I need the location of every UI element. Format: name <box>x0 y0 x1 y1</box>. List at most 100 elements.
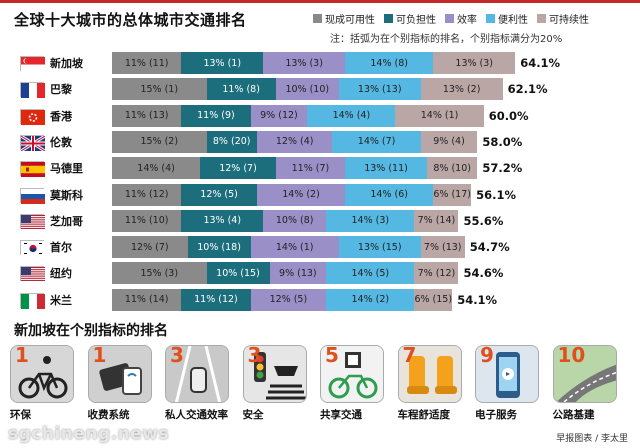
chart-note: 注：括弧为在个别指标的排名，个别指标满分为20% <box>330 34 563 45</box>
stacked-bar: 14% (4) 12% (7) 11% (7) 13% (11) 8% (10) <box>112 157 478 180</box>
total-label: 58.0% <box>482 134 523 149</box>
indicator-rank: 9 <box>480 345 494 367</box>
top-accent-line <box>0 0 640 3</box>
legend-label: 可持续性 <box>549 15 589 26</box>
total-label: 54.6% <box>463 266 504 281</box>
bar-segment: 7% (13) <box>420 236 465 259</box>
indicator-rank: 3 <box>170 345 184 367</box>
flag-usa-icon <box>20 266 45 283</box>
stacked-bar: 11% (11) 13% (1) 13% (3) 14% (8) 13% (3) <box>112 52 516 74</box>
bar-segment: 14% (1) <box>395 104 484 127</box>
indicator-label: 共享交通 <box>320 409 362 421</box>
legend-swatch <box>313 14 322 23</box>
bar-segment: 14% (3) <box>326 209 415 232</box>
legend-label: 可负担性 <box>396 15 436 26</box>
bar-segment: 14% (1) <box>250 236 339 259</box>
bar-segment: 11% (12) <box>112 183 182 206</box>
legend-item-efficiency: 效率 <box>445 11 477 26</box>
indicator-rank: 1 <box>15 345 29 367</box>
bar-segment: 11% (14) <box>112 288 182 311</box>
flag-italy-icon <box>20 292 45 309</box>
bar-segment: 13% (15) <box>338 236 421 259</box>
bar-segment: 7% (12) <box>414 262 459 285</box>
total-label: 54.1% <box>457 292 498 307</box>
city-label: 巴黎 <box>50 83 72 97</box>
total-label: 62.1% <box>507 82 548 97</box>
bar-segment: 13% (2) <box>420 78 503 101</box>
bar-segment: 13% (4) <box>181 209 264 232</box>
bar-segment: 10% (8) <box>263 209 327 232</box>
city-label: 米兰 <box>50 293 72 307</box>
city-label: 芝加哥 <box>50 214 83 228</box>
bar-segment: 14% (6) <box>345 183 434 206</box>
bar-segment: 13% (11) <box>345 157 427 180</box>
card-payment-icon: 1 <box>87 345 152 403</box>
traffic-light-icon: 3 <box>242 345 307 403</box>
indicator-label: 收费系统 <box>87 409 130 421</box>
bar-segment: 9% (13) <box>269 262 327 285</box>
bar-segment: 12% (5) <box>181 183 257 206</box>
flag-russia-icon <box>20 187 45 204</box>
total-label: 64.1% <box>520 56 561 70</box>
car-road-icon: 3 <box>165 345 229 403</box>
legend-swatch <box>537 14 546 23</box>
bar-segment: 14% (7) <box>332 130 421 153</box>
bar-segment: 12% (5) <box>250 288 327 311</box>
bar-segment: 12% (4) <box>256 130 333 153</box>
bar-segment: 14% (2) <box>256 183 346 206</box>
chart-row: 莫斯科 11% (12) 12% (5) 14% (2) 14% (6) 6% (17) 5… <box>16 183 630 206</box>
bar-segment: 11% (12) <box>181 288 251 311</box>
city-label: 马德里 <box>50 162 83 176</box>
bar-segment: 11% (13) <box>112 104 182 127</box>
city-label: 伦敦 <box>50 135 72 149</box>
city-label: 纽约 <box>50 267 72 281</box>
bar-segment: 10% (15) <box>206 262 270 285</box>
indicator-label: 公路基建 <box>552 409 595 421</box>
legend-swatch <box>384 14 393 23</box>
bar-segment: 9% (12) <box>250 104 308 127</box>
stacked-bar: 11% (14) 11% (12) 12% (5) 14% (2) 6% (15) <box>112 288 453 311</box>
credit: 早报图表 / 李太里 <box>556 434 628 444</box>
legend-label: 现成可用性 <box>325 15 375 26</box>
chart-row: 芝加哥 11% (10) 13% (4) 10% (8) 14% (3) 7% (14) 5… <box>16 209 630 232</box>
legend: 现成可用性 可负担性 效率 便利性 可持续性 <box>313 11 589 26</box>
chart-row: 新加坡 11% (11) 13% (1) 13% (3) 14% (8) 13% (3) 6… <box>16 52 630 74</box>
legend-label: 效率 <box>457 15 477 26</box>
bar-segment: 13% (3) <box>433 52 516 74</box>
bar-segment: 13% (13) <box>338 78 421 101</box>
indicator-rank: 10 <box>557 345 586 367</box>
bar-segment: 11% (7) <box>275 157 346 180</box>
indicator-icons: 1 环保 1 收费系统 3 私人交通效率 3 安全 5 共享交通 7 车程舒适度 9 电子服务 10 公路基建 <box>6 345 636 427</box>
city-label: 新加坡 <box>50 57 83 70</box>
legend-swatch <box>486 14 495 23</box>
city-label: 莫斯科 <box>50 188 83 202</box>
indicator-rank: 5 <box>325 345 339 367</box>
stacked-bar: 15% (1) 11% (8) 10% (10) 13% (13) 13% (2) <box>112 78 503 101</box>
legend-item-convenience: 便利性 <box>486 11 528 26</box>
flag-uk-icon <box>20 134 46 153</box>
total-label: 54.7% <box>469 240 510 255</box>
chart-row: 香港 11% (13) 11% (9) 9% (12) 14% (4) 14% (1) 60… <box>16 104 630 127</box>
stacked-bar: 15% (3) 10% (15) 9% (13) 14% (5) 7% (12) <box>112 262 459 285</box>
indicator-rank: 3 <box>247 345 262 367</box>
legend-item-sustainability: 可持续性 <box>537 11 589 26</box>
total-label: 57.2% <box>482 161 523 176</box>
chart-row: 伦敦 15% (2) 8% (20) 12% (4) 14% (7) 9% (4) 58.0… <box>16 130 630 153</box>
bar-segment: 9% (4) <box>420 130 478 153</box>
indicator-rank: 1 <box>92 345 107 367</box>
stacked-bar: 12% (7) 10% (18) 14% (1) 13% (15) 7% (13) <box>112 236 465 259</box>
city-label: 首尔 <box>50 241 72 255</box>
bar-segment: 10% (10) <box>275 78 339 101</box>
bar-segment: 6% (15) <box>414 288 453 311</box>
bar-segment: 14% (4) <box>112 157 201 180</box>
bar-segment: 12% (7) <box>200 157 276 180</box>
chart-title: 全球十大城市的总体城市交通排名 <box>14 11 247 29</box>
indicator-label: 私人交通效率 <box>165 409 228 421</box>
total-label: 56.1% <box>476 187 516 202</box>
flag-france-icon <box>20 82 45 99</box>
bar-segment: 15% (1) <box>112 78 207 101</box>
indicator-label: 安全 <box>242 409 264 421</box>
total-label: 55.6% <box>463 213 504 228</box>
bar-segment: 8% (20) <box>206 130 257 153</box>
watermark: sgchineng.news <box>8 424 170 444</box>
